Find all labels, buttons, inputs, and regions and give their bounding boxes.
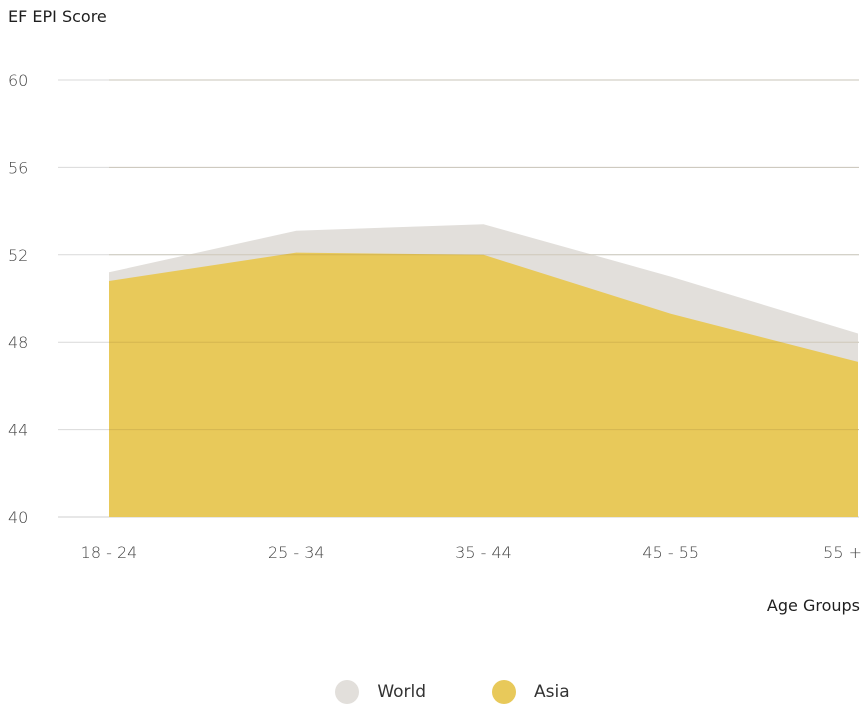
x-tick-label-4: 55 + — [823, 543, 862, 562]
y-tick-label-56: 56 — [8, 158, 28, 177]
legend-swatch-world — [335, 680, 360, 704]
y-tick-label-52: 52 — [8, 246, 28, 265]
legend-label-asia: Asia — [534, 682, 570, 702]
x-tick-label-2: 35 - 44 — [455, 543, 512, 562]
legend-label-world: World — [377, 682, 427, 702]
y-tick-label-48: 48 — [8, 333, 28, 352]
y-axis-ticks: 40 44 48 52 56 60 — [8, 71, 28, 527]
y-axis-title: EF EPI Score — [8, 7, 107, 26]
y-tick-label-44: 44 — [8, 421, 28, 440]
x-tick-label-1: 25 - 34 — [268, 543, 325, 562]
y-tick-label-60: 60 — [8, 71, 28, 90]
x-axis-ticks: 18 - 24 25 - 34 35 - 44 45 - 55 55 + — [81, 543, 862, 562]
x-tick-label-0: 18 - 24 — [81, 543, 138, 562]
area-asia — [109, 252, 858, 518]
x-axis-title: Age Groups — [766, 596, 860, 615]
legend: World Asia — [20, 680, 865, 704]
y-tick-label-40: 40 — [8, 508, 28, 527]
legend-item-asia: Asia — [492, 680, 570, 704]
x-tick-label-3: 45 - 55 — [642, 543, 699, 562]
area-series — [108, 79, 859, 518]
legend-swatch-asia — [492, 680, 517, 704]
legend-item-world: World — [335, 680, 426, 704]
